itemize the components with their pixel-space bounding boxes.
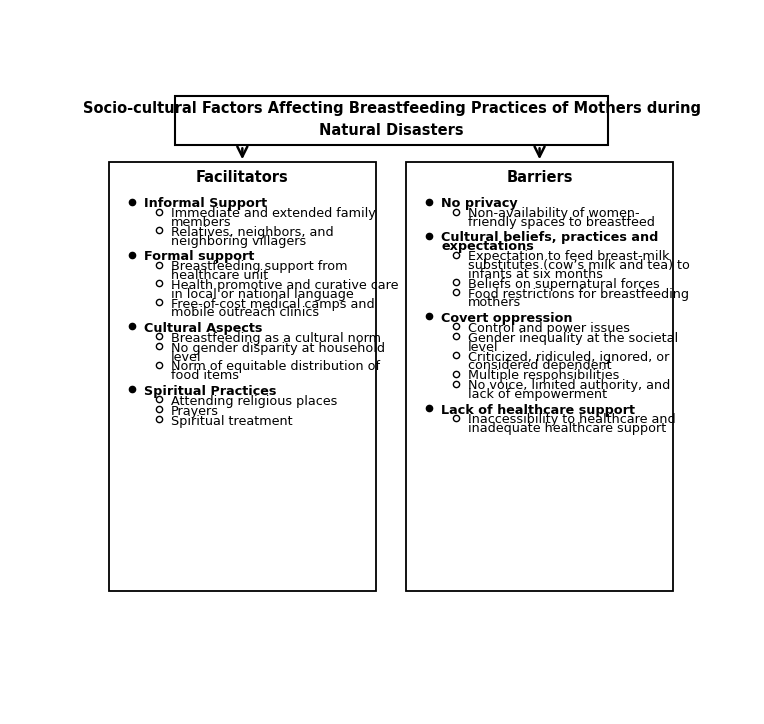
Text: healthcare unit: healthcare unit [170, 269, 268, 282]
Text: Spiritual treatment: Spiritual treatment [170, 415, 293, 428]
Text: Norm of equitable distribution of: Norm of equitable distribution of [170, 361, 380, 374]
Text: Breastfeeding as a cultural norm: Breastfeeding as a cultural norm [170, 332, 380, 345]
Text: Formal support: Formal support [144, 251, 254, 264]
Text: Socio-cultural Factors Affecting Breastfeeding Practices of Mothers during: Socio-cultural Factors Affecting Breastf… [83, 101, 701, 116]
Text: friendly spaces to breastfeed: friendly spaces to breastfeed [468, 216, 655, 229]
Text: Inaccessibility to healthcare and: Inaccessibility to healthcare and [468, 413, 675, 426]
Text: in local or national language: in local or national language [170, 287, 354, 300]
Text: Multiple responsibilities: Multiple responsibilities [468, 369, 620, 382]
Text: Barriers: Barriers [507, 170, 573, 185]
Text: Free-of-cost medical camps and: Free-of-cost medical camps and [170, 298, 374, 311]
Bar [108, 162, 376, 592]
Bar [176, 96, 607, 146]
Text: inadequate healthcare support: inadequate healthcare support [468, 422, 666, 435]
Text: considered dependent: considered dependent [468, 359, 611, 372]
Text: Cultural beliefs, practices and: Cultural beliefs, practices and [442, 232, 659, 245]
Text: Cultural Aspects: Cultural Aspects [144, 322, 262, 335]
Text: Informal Support: Informal Support [144, 197, 267, 210]
Text: No privacy: No privacy [442, 197, 518, 210]
Text: Food restrictions for breastfeeding: Food restrictions for breastfeeding [468, 287, 689, 300]
Text: Facilitators: Facilitators [196, 170, 289, 185]
Text: Prayers: Prayers [170, 405, 219, 418]
Text: Relatives, neighbors, and: Relatives, neighbors, and [170, 226, 333, 239]
Text: Spiritual Practices: Spiritual Practices [144, 384, 277, 397]
Text: Breastfeeding support from: Breastfeeding support from [170, 260, 347, 273]
Text: Natural Disasters: Natural Disasters [319, 123, 464, 138]
Text: Non-availability of women-: Non-availability of women- [468, 207, 639, 220]
Text: mothers: mothers [468, 297, 521, 309]
Text: Criticized, ridiculed, ignored, or: Criticized, ridiculed, ignored, or [468, 350, 669, 363]
Text: Lack of healthcare support: Lack of healthcare support [442, 403, 636, 416]
Text: expectations: expectations [442, 240, 534, 253]
Text: Immediate and extended family: Immediate and extended family [170, 207, 375, 220]
Text: level: level [170, 350, 201, 363]
Text: Health promotive and curative care: Health promotive and curative care [170, 279, 398, 292]
Text: Covert oppression: Covert oppression [442, 312, 573, 325]
Text: Gender inequality at the societal: Gender inequality at the societal [468, 332, 678, 345]
Text: level: level [468, 341, 498, 353]
Text: No gender disparity at household: No gender disparity at household [170, 342, 385, 355]
Text: members: members [170, 216, 231, 229]
Text: mobile outreach clinics: mobile outreach clinics [170, 306, 319, 319]
Text: neighboring villagers: neighboring villagers [170, 235, 306, 248]
Text: Attending religious places: Attending religious places [170, 395, 337, 408]
Text: Beliefs on supernatural forces: Beliefs on supernatural forces [468, 278, 659, 291]
Text: food items: food items [170, 369, 238, 382]
Text: No voice, limited authority, and: No voice, limited authority, and [468, 379, 670, 392]
Text: substitutes (cow’s milk and tea) to: substitutes (cow’s milk and tea) to [468, 259, 690, 272]
Bar [406, 162, 673, 592]
Text: lack of empowerment: lack of empowerment [468, 388, 607, 401]
Text: Expectation to feed breast-milk: Expectation to feed breast-milk [468, 251, 669, 264]
Text: infants at six months: infants at six months [468, 268, 603, 281]
Text: Control and power issues: Control and power issues [468, 322, 630, 335]
